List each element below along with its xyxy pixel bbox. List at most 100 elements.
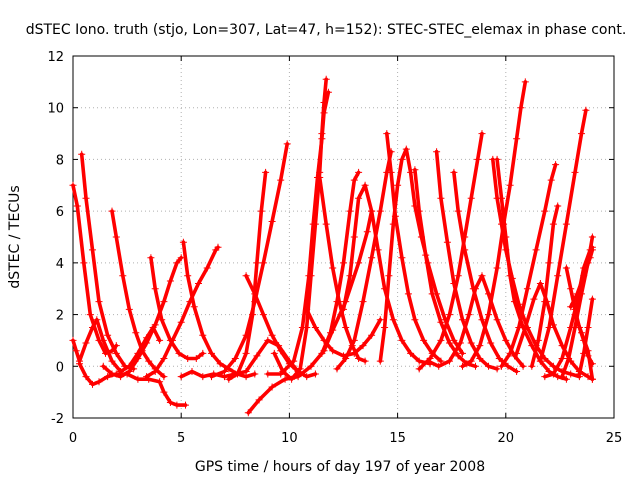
x-axis-label: GPS time / hours of day 197 of year 2008 — [195, 459, 485, 475]
series-20 — [333, 148, 395, 373]
series-line — [101, 255, 183, 379]
data-point — [316, 174, 324, 181]
x-tick-label: 25 — [606, 431, 623, 446]
data-point — [402, 145, 410, 153]
series-line — [246, 209, 374, 415]
data-point — [262, 168, 270, 176]
data-point — [322, 220, 330, 228]
data-point — [385, 272, 393, 280]
data-point — [160, 388, 168, 396]
data-point — [584, 347, 592, 355]
data-point — [588, 233, 596, 241]
data-point — [151, 321, 159, 329]
data-point — [511, 298, 518, 306]
data-point — [253, 259, 261, 267]
data-point — [340, 259, 347, 267]
data-point — [355, 194, 363, 202]
data-point — [467, 357, 475, 365]
data-point — [305, 272, 313, 280]
data-point — [485, 362, 492, 370]
data-point — [311, 370, 319, 378]
data-point — [259, 311, 267, 319]
data-point — [582, 106, 590, 114]
data-point — [411, 316, 419, 324]
data-point — [350, 176, 358, 184]
data-point — [376, 316, 384, 324]
data-point — [99, 362, 107, 370]
y-tick-label: 12 — [47, 50, 64, 65]
data-point — [355, 168, 363, 176]
data-point — [95, 298, 103, 306]
data-point — [467, 339, 475, 347]
data-point — [571, 168, 579, 176]
data-point — [467, 194, 475, 202]
data-point — [270, 349, 278, 357]
x-tick-label: 5 — [177, 431, 185, 446]
data-point — [446, 339, 453, 347]
data-point — [571, 311, 579, 319]
data-point — [383, 130, 391, 138]
data-point — [513, 368, 521, 375]
data-point — [523, 285, 531, 293]
data-point — [575, 370, 583, 378]
data-point — [437, 336, 445, 344]
data-point — [249, 311, 257, 319]
data-point — [562, 220, 570, 228]
series-6 — [99, 254, 185, 381]
data-point — [578, 130, 585, 138]
data-point — [415, 357, 423, 365]
data-point — [251, 290, 259, 298]
data-point — [389, 316, 397, 324]
series-line — [181, 240, 257, 379]
series-34 — [528, 202, 562, 370]
data-point — [528, 362, 536, 370]
data-point — [478, 272, 486, 280]
series-line — [144, 245, 220, 379]
data-point — [567, 370, 575, 378]
data-point — [216, 360, 224, 368]
data-point — [199, 349, 207, 357]
data-point — [327, 329, 334, 337]
data-point — [73, 202, 81, 210]
data-point — [350, 336, 358, 344]
data-point — [82, 373, 90, 381]
data-point — [355, 355, 363, 362]
data-point — [428, 290, 436, 298]
y-tick-label: 6 — [56, 205, 64, 220]
data-point — [184, 355, 192, 362]
data-point — [192, 355, 200, 362]
data-point — [478, 316, 486, 324]
series-line — [317, 175, 367, 363]
series-27 — [433, 148, 501, 373]
data-point — [493, 264, 501, 272]
data-point — [350, 233, 358, 241]
data-point — [199, 373, 207, 381]
data-point — [298, 324, 306, 331]
data-point — [259, 259, 267, 267]
data-point — [95, 378, 103, 386]
data-point — [108, 370, 116, 378]
data-point — [504, 362, 512, 370]
data-point — [446, 311, 453, 319]
data-point — [318, 135, 326, 143]
data-point — [112, 349, 120, 357]
data-point — [177, 318, 185, 326]
data-point — [536, 357, 544, 365]
data-point — [333, 365, 341, 373]
data-point — [376, 357, 384, 365]
series-line — [79, 152, 136, 371]
data-point — [143, 373, 151, 381]
data-point — [78, 150, 86, 158]
data-point — [545, 324, 553, 331]
data-point — [160, 298, 168, 306]
data-point — [145, 357, 153, 365]
data-point — [156, 336, 164, 344]
data-point — [368, 207, 376, 215]
data-point — [320, 109, 328, 117]
data-point — [415, 365, 423, 373]
data-point — [530, 295, 538, 303]
data-point — [493, 365, 501, 373]
data-point — [517, 104, 525, 112]
series-16 — [264, 88, 332, 378]
